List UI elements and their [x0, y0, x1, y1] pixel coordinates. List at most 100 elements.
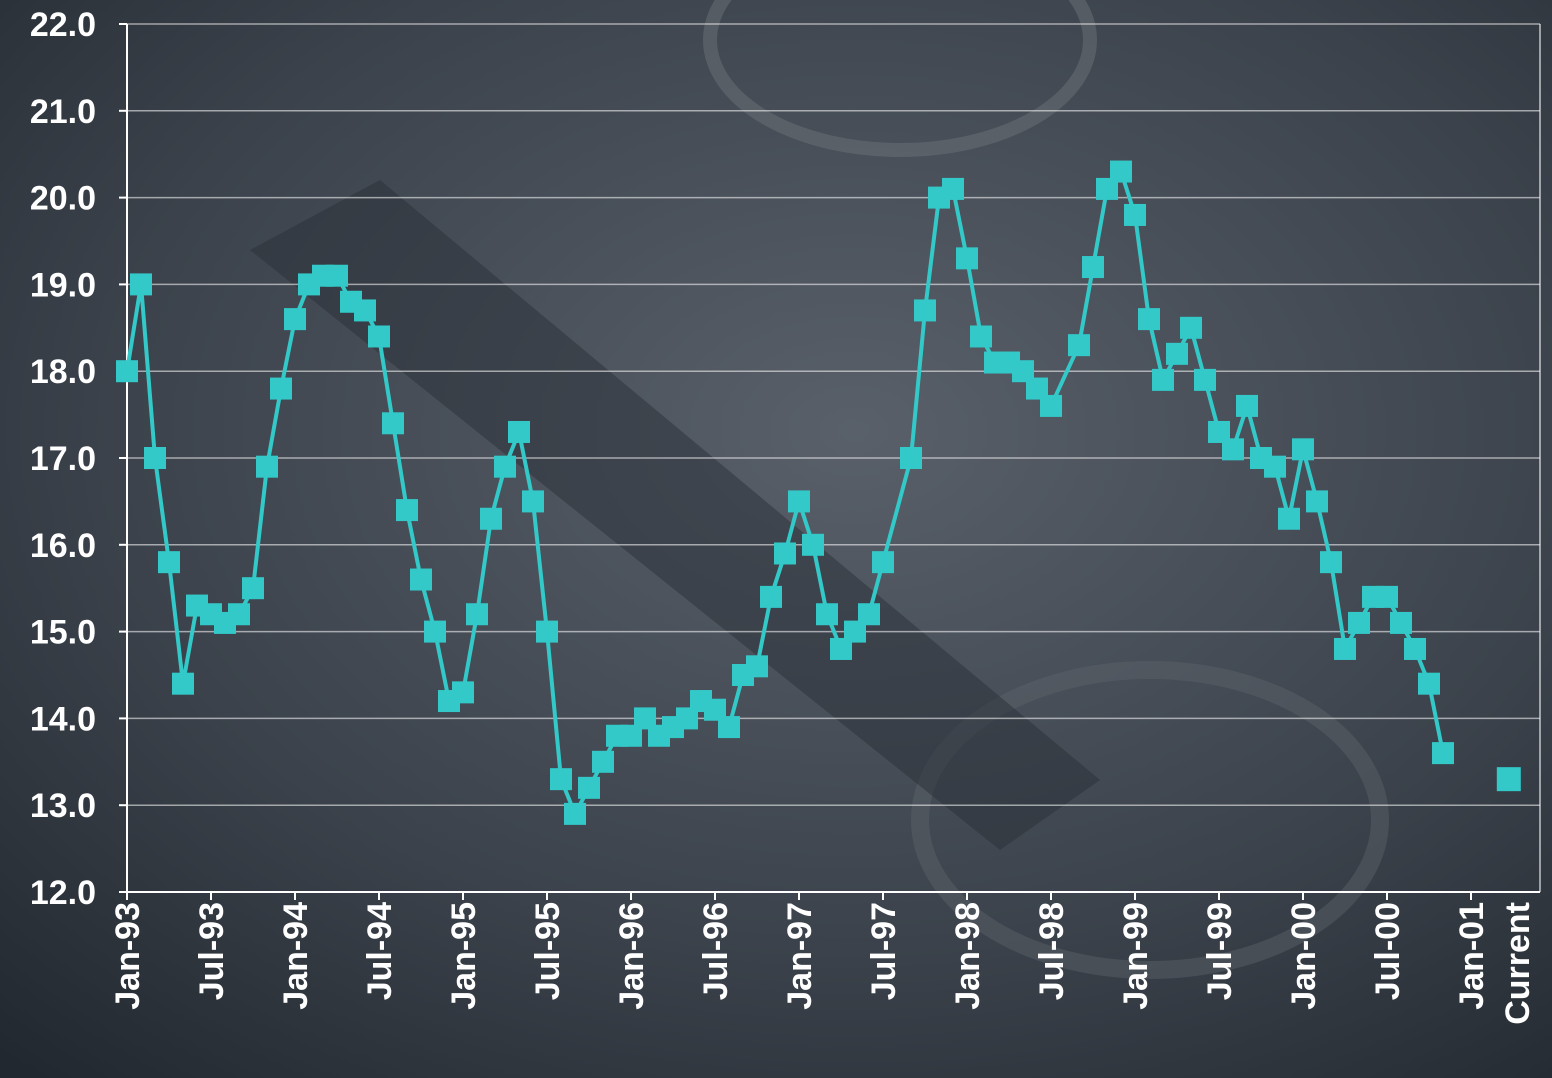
data-point	[1306, 490, 1328, 513]
data-point	[480, 507, 502, 530]
data-point	[1040, 394, 1062, 417]
y-tick-label: 22.0	[30, 6, 96, 44]
data-point	[466, 603, 488, 626]
data-point	[1348, 611, 1370, 634]
data-point	[494, 455, 516, 478]
data-point	[1334, 637, 1356, 660]
x-tick-label: Current	[1499, 902, 1537, 1025]
x-tick-label: Jul-99	[1201, 902, 1239, 1000]
y-tick-label: 16.0	[30, 527, 96, 565]
data-point	[844, 620, 866, 643]
data-point	[746, 655, 768, 678]
data-point	[900, 447, 922, 469]
data-point	[1124, 203, 1146, 226]
y-tick-label: 12.0	[30, 874, 96, 912]
x-tick-label: Jan-94	[277, 902, 315, 1010]
data-point	[634, 707, 656, 730]
y-tick-label: 17.0	[30, 440, 96, 478]
x-tick-label: Jul-96	[697, 902, 735, 1000]
data-point	[956, 247, 978, 270]
data-point	[1096, 177, 1118, 200]
data-point	[676, 707, 698, 730]
data-point	[382, 412, 404, 435]
data-point	[508, 420, 530, 443]
data-point	[1264, 455, 1286, 478]
x-tick-label: Jan-00	[1285, 902, 1323, 1010]
data-point	[1404, 637, 1426, 660]
x-tick-label: Jul-98	[1033, 902, 1071, 1000]
current-point	[1496, 767, 1521, 792]
data-point	[1222, 438, 1244, 461]
data-point	[872, 551, 894, 574]
data-point	[620, 724, 642, 747]
y-tick-label: 15.0	[30, 614, 96, 652]
data-point	[172, 672, 194, 695]
data-point	[242, 577, 264, 600]
data-point	[1012, 360, 1034, 383]
data-point	[1082, 256, 1104, 279]
background-shape	[911, 661, 1389, 979]
data-point	[1208, 420, 1230, 443]
data-point	[396, 499, 418, 522]
data-point	[354, 299, 376, 322]
data-point	[228, 603, 250, 626]
data-point	[158, 551, 180, 574]
data-point	[536, 620, 558, 643]
background-shape	[250, 180, 1100, 850]
data-point	[452, 681, 474, 704]
data-point	[116, 360, 138, 383]
data-point	[326, 264, 348, 287]
x-tick-label: Jan-93	[109, 902, 147, 1010]
data-point	[774, 542, 796, 565]
data-point	[1068, 334, 1090, 357]
x-tick-label: Jul-95	[529, 902, 567, 1000]
data-point	[788, 490, 810, 513]
x-tick-label: Jan-97	[781, 902, 819, 1010]
data-point	[410, 568, 432, 591]
data-point	[130, 273, 152, 296]
data-point	[1026, 377, 1048, 400]
data-point	[368, 325, 390, 348]
y-tick-label: 14.0	[30, 700, 96, 738]
data-point	[1292, 438, 1314, 461]
data-point	[144, 447, 166, 469]
x-tick-label: Jan-01	[1453, 902, 1491, 1010]
data-point	[1138, 308, 1160, 331]
x-tick-label: Jan-99	[1117, 902, 1155, 1010]
data-point	[830, 637, 852, 660]
data-point	[704, 698, 726, 721]
y-tick-label: 20.0	[30, 180, 96, 218]
data-point	[718, 716, 740, 739]
data-point	[1166, 342, 1188, 365]
y-tick-label: 18.0	[30, 353, 96, 391]
data-point	[1320, 551, 1342, 574]
data-point	[284, 308, 306, 331]
data-point	[592, 750, 614, 773]
data-point	[1152, 368, 1174, 391]
data-point	[1390, 611, 1412, 634]
x-tick-label: Jul-94	[361, 902, 399, 1000]
data-point	[550, 768, 572, 791]
data-point	[1110, 160, 1132, 183]
data-point	[1418, 672, 1440, 695]
y-tick-label: 19.0	[30, 266, 96, 304]
x-tick-label: Jan-98	[949, 902, 987, 1010]
data-point	[578, 776, 600, 799]
data-point	[914, 299, 936, 322]
background-shape	[703, 0, 1097, 157]
y-tick-label: 13.0	[30, 787, 96, 825]
data-point	[1236, 394, 1258, 417]
data-point	[270, 377, 292, 400]
x-tick-label: Jul-93	[193, 902, 231, 1000]
y-tick-label: 21.0	[30, 93, 96, 131]
data-point	[1180, 316, 1202, 339]
x-tick-label: Jul-97	[865, 902, 903, 1000]
data-point	[256, 455, 278, 478]
data-point	[802, 533, 824, 556]
data-point	[816, 603, 838, 626]
x-tick-label: Jan-96	[613, 902, 651, 1010]
data-point	[970, 325, 992, 348]
data-point	[1278, 507, 1300, 530]
data-point	[942, 177, 964, 200]
